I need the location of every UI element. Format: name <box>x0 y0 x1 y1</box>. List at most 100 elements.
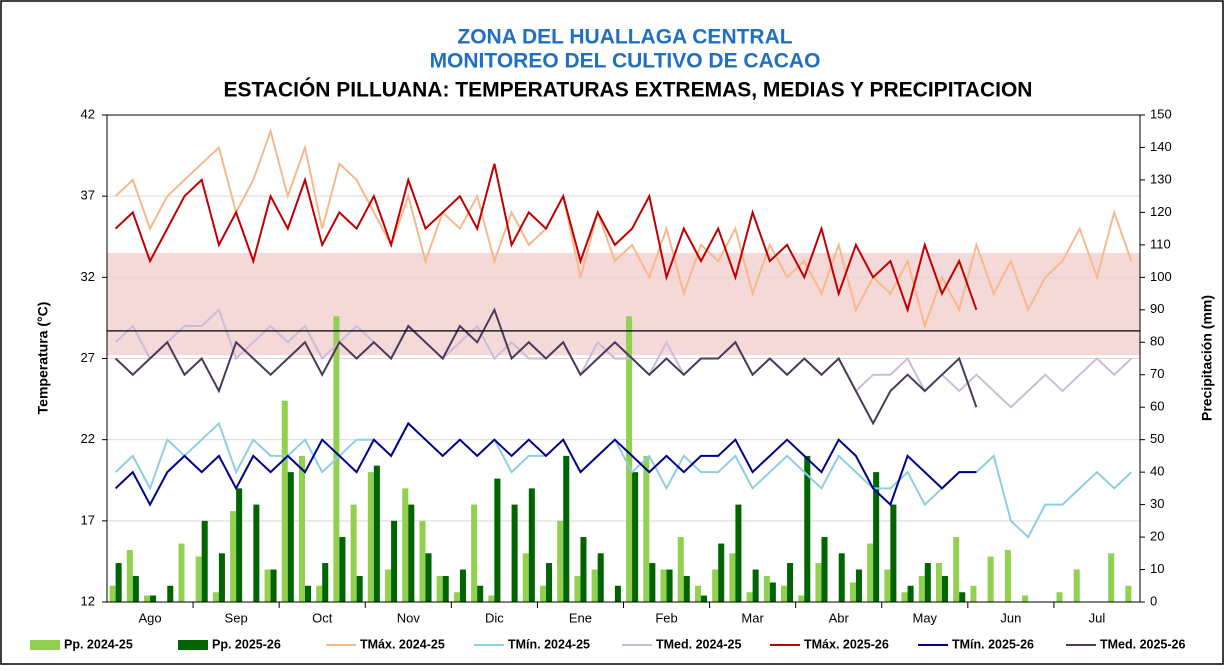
x-tick-label: Jul <box>1089 610 1106 625</box>
precip-bar <box>419 520 426 602</box>
precip-bar <box>700 595 708 602</box>
temp-line <box>114 421 977 507</box>
precip-bar <box>787 563 794 602</box>
precip-bar <box>752 569 759 602</box>
precip-bar <box>907 585 914 602</box>
precip-bar <box>150 595 157 602</box>
precip-bar <box>109 585 116 602</box>
precip-bar <box>924 563 931 602</box>
precip-bar <box>408 504 415 602</box>
x-tick-label: Dic <box>485 610 504 625</box>
x-tick-label: Ene <box>569 610 592 625</box>
precip-bar <box>287 472 294 602</box>
station-title: ESTACIÓN PILLUANA: TEMPERATURAS EXTREMAS… <box>224 78 1033 102</box>
precip-bar <box>539 585 547 602</box>
precip-bar <box>718 543 725 602</box>
legend-label: TMáx. 2025-26 <box>804 637 889 651</box>
temp-line <box>114 308 1133 409</box>
precip-bar <box>281 400 288 602</box>
temp-line <box>114 307 978 426</box>
precip-bar <box>304 585 312 602</box>
y2-tick-label: 110 <box>1150 236 1171 251</box>
optimal-band <box>107 252 1140 356</box>
y-tick-label: 32 <box>81 269 95 284</box>
precip-bar <box>546 563 553 602</box>
precip-bar <box>683 576 690 602</box>
precip-bar <box>126 550 133 602</box>
precip-bar <box>677 537 684 602</box>
legend-label: TMed. 2024-25 <box>656 637 742 651</box>
precip-bar <box>195 556 202 602</box>
y2-tick-label: 40 <box>1150 464 1164 479</box>
precip-bar <box>1125 585 1132 602</box>
precip-bar <box>867 543 874 602</box>
temp-line <box>114 127 1133 330</box>
precip-bar <box>350 504 357 602</box>
precip-bar <box>230 511 237 602</box>
precip-bar <box>712 569 719 602</box>
y-tick-label: 37 <box>81 188 95 203</box>
precip-bar <box>339 537 346 602</box>
legend-label: TMín. 2025-26 <box>952 637 1034 651</box>
precip-bar <box>391 520 398 602</box>
y-tick-label: 27 <box>81 350 95 365</box>
precip-bar <box>815 563 822 602</box>
legend-label: Pp. 2024-25 <box>64 637 133 651</box>
precip-bar <box>178 543 185 602</box>
precip-bar <box>884 569 891 602</box>
precip-bar <box>528 488 535 602</box>
precip-bar <box>580 537 587 602</box>
y-tick-label: 17 <box>81 512 95 527</box>
x-tick-label: Mar <box>741 610 764 625</box>
precip-bar <box>804 455 811 602</box>
legend-swatch <box>30 640 60 650</box>
precip-bar <box>167 585 174 602</box>
x-tick-label: Oct <box>312 610 333 625</box>
precip-bar <box>356 576 363 602</box>
y2-axis-label: Precipitación (mm) <box>1199 295 1215 421</box>
precip-bar <box>746 592 753 602</box>
y2-tick-label: 140 <box>1150 139 1172 154</box>
precip-bar <box>1022 595 1029 602</box>
precip-bar <box>132 576 139 602</box>
precip-bar <box>735 504 742 602</box>
chart-subtitle: MONITOREO DEL CULTIVO DE CACAO <box>430 50 821 73</box>
x-tick-label: Sep <box>225 610 248 625</box>
y2-tick-label: 10 <box>1150 561 1164 576</box>
precip-bar <box>959 592 966 602</box>
precip-bar <box>626 316 633 602</box>
precip-bar <box>316 585 323 602</box>
precip-bar <box>597 553 604 602</box>
chart-title: ZONA DEL HUALLAGA CENTRAL <box>457 26 792 49</box>
precip-bar <box>781 585 788 602</box>
precip-bar <box>821 537 828 602</box>
precip-bar <box>666 569 673 602</box>
precip-bar <box>511 504 518 602</box>
y-tick-label: 22 <box>81 431 95 446</box>
x-tick-label: Nov <box>397 610 421 625</box>
precip-bar <box>298 455 305 602</box>
precip-bar <box>649 563 656 602</box>
x-tick-label: Abr <box>829 610 850 625</box>
plot-frame <box>106 114 1141 603</box>
legend-label: TMáx. 2024-25 <box>360 637 445 651</box>
precip-bar <box>402 488 409 602</box>
y2-tick-label: 150 <box>1150 106 1172 121</box>
legend-label: TMed. 2025-26 <box>1100 637 1186 651</box>
precip-bar <box>763 576 770 602</box>
precip-bar <box>729 553 736 602</box>
x-tick-label: May <box>913 610 938 625</box>
precip-bar <box>970 585 977 602</box>
y2-tick-label: 60 <box>1150 399 1164 414</box>
precip-bar <box>373 465 380 602</box>
precip-bar <box>901 592 908 602</box>
precip-bar <box>471 504 478 602</box>
precip-bar <box>591 569 598 602</box>
precip-bar <box>953 537 960 602</box>
y2-tick-label: 80 <box>1150 334 1164 349</box>
precip-bar <box>694 585 701 602</box>
precip-bar <box>942 576 949 602</box>
precip-bar <box>253 504 260 602</box>
precip-bar <box>918 576 925 602</box>
